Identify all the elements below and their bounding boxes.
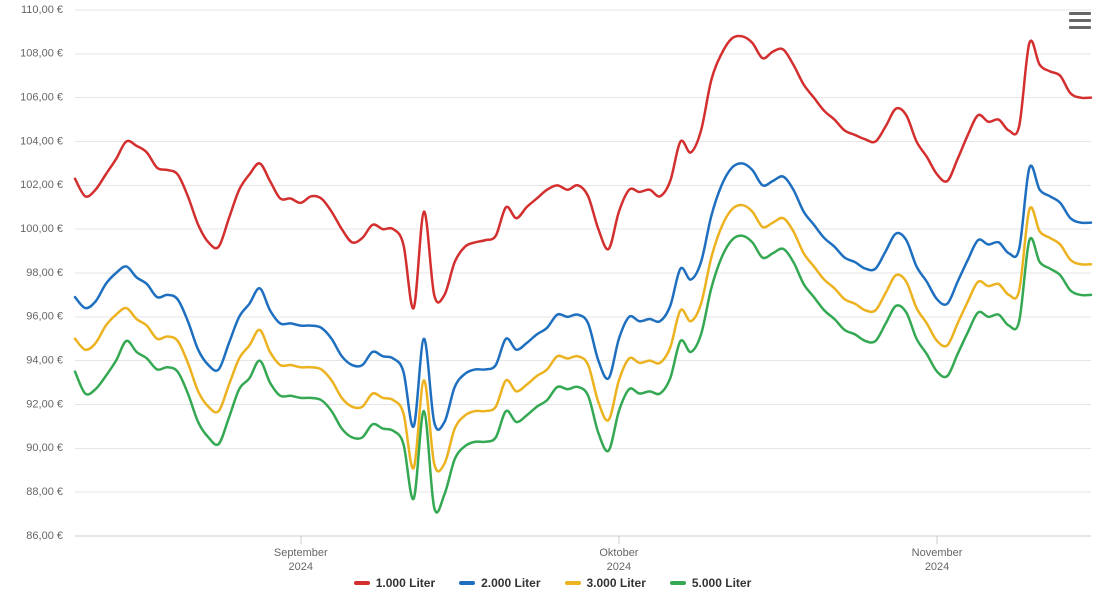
price-chart: 86,00 € 88,00 € 90,00 € 92,00 € 94,00 € 96,00… <box>0 0 1105 602</box>
legend-item-s4[interactable]: 5.000 Liter <box>670 576 751 590</box>
legend-swatch <box>565 581 581 585</box>
series-s3 <box>75 205 1091 471</box>
legend-item-s3[interactable]: 3.000 Liter <box>565 576 646 590</box>
y-tick-label: 88,00 € <box>26 486 63 498</box>
y-tick-label: 102,00 € <box>20 179 63 191</box>
chart-svg: 86,00 € 88,00 € 90,00 € 92,00 € 94,00 € 96,00… <box>0 0 1105 602</box>
x-tick-label: Oktober <box>599 547 638 559</box>
legend-swatch <box>459 581 475 585</box>
y-tick-label: 110,00 € <box>21 4 63 16</box>
legend-swatch <box>670 581 686 585</box>
legend-item-s2[interactable]: 2.000 Liter <box>459 576 540 590</box>
series-s1 <box>75 36 1091 309</box>
y-tick-label: 96,00 € <box>26 311 63 323</box>
y-tick-label: 106,00 € <box>20 92 63 104</box>
chart-menu-icon[interactable] <box>1069 12 1091 30</box>
legend-label: 3.000 Liter <box>587 576 646 590</box>
y-tick-label: 100,00 € <box>20 223 63 235</box>
legend-label: 2.000 Liter <box>481 576 540 590</box>
y-tick-label: 98,00 € <box>26 267 63 279</box>
series-s4 <box>75 236 1091 513</box>
legend-swatch <box>354 581 370 585</box>
y-tick-label: 108,00 € <box>20 48 63 60</box>
y-tick-label: 92,00 € <box>26 398 63 410</box>
y-tick-label: 94,00 € <box>26 355 63 367</box>
x-tick-label: September <box>274 547 328 559</box>
x-tick-label: November <box>912 547 963 559</box>
legend-label: 5.000 Liter <box>692 576 751 590</box>
legend-label: 1.000 Liter <box>376 576 435 590</box>
legend-item-s1[interactable]: 1.000 Liter <box>354 576 435 590</box>
y-tick-label: 90,00 € <box>26 442 63 454</box>
y-tick-label: 104,00 € <box>20 135 63 147</box>
y-tick-label: 86,00 € <box>26 530 63 542</box>
chart-legend: 1.000 Liter 2.000 Liter 3.000 Liter 5.000 L… <box>0 572 1105 590</box>
